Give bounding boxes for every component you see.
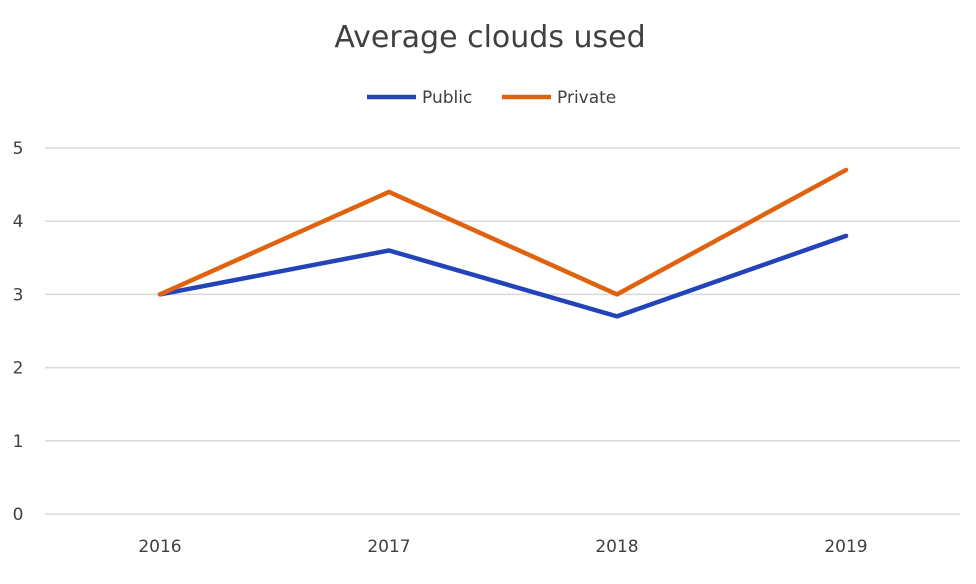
y-tick-label: 0 [13,505,24,525]
x-tick-label: 2016 [138,537,181,557]
y-tick-label: 2 [13,359,24,379]
legend-label-private: Private [557,88,616,108]
x-axis: 2016 2017 2018 2019 [138,537,867,557]
y-tick-label: 1 [13,432,24,452]
legend-label-public: Public [422,88,472,108]
y-tick-label: 5 [13,139,24,159]
y-tick-label: 4 [13,212,24,232]
series-group [157,167,849,319]
x-tick-label: 2019 [824,537,867,557]
legend: Public Private [367,88,616,108]
y-axis: 0 1 2 3 4 5 [13,139,24,525]
x-tick-label: 2017 [367,537,410,557]
y-tick-label: 3 [13,285,24,305]
gridlines [45,147,960,515]
x-tick-label: 2018 [595,537,638,557]
series-line-public [157,233,849,319]
chart-title: Average clouds used [334,20,645,55]
series-line-private [157,167,849,297]
